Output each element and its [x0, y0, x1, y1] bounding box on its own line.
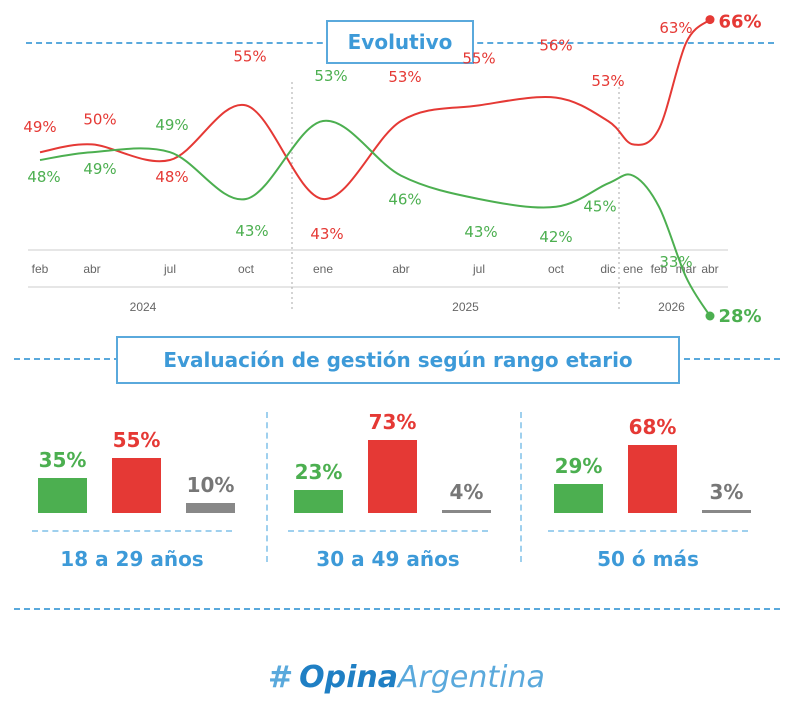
- opina-argentina-logo: # OpinaArgentina: [268, 660, 545, 695]
- group-underline: [288, 530, 488, 532]
- logo-opina: Opina: [299, 660, 399, 695]
- green-data-label: 48%: [27, 168, 60, 186]
- red-data-label: 55%: [233, 47, 266, 65]
- group-separator: [520, 412, 522, 562]
- month-tick-label: abr: [701, 262, 718, 276]
- red-series-line: [39, 18, 711, 201]
- group-underline: [32, 530, 232, 532]
- month-tick-label: ene: [313, 262, 333, 276]
- red-data-label: 49%: [23, 118, 56, 136]
- year-label: 2025: [452, 300, 479, 314]
- green-data-label: 42%: [539, 228, 572, 246]
- month-tick-label: ene: [623, 262, 643, 276]
- green-data-label: 33%: [659, 253, 692, 271]
- section2-title: Evaluación de gestión según rango etario: [116, 336, 680, 384]
- red-data-label: 53%: [591, 72, 624, 90]
- red-data-label: 48%: [155, 168, 188, 186]
- year-label: 2024: [130, 300, 157, 314]
- green-data-label: 49%: [83, 160, 116, 178]
- red-data-label: 50%: [83, 110, 116, 128]
- age-bar: [554, 484, 603, 513]
- age-bar-value-label: 10%: [186, 473, 235, 497]
- red-data-label: 63%: [659, 19, 692, 37]
- logo-argentina: Argentina: [398, 660, 545, 695]
- age-bar-value-label: 55%: [112, 428, 161, 452]
- age-bar: [702, 510, 751, 513]
- bottom-divider: [14, 608, 780, 610]
- green-data-label: 28%: [718, 306, 761, 327]
- month-tick-label: oct: [548, 262, 565, 276]
- age-bar: [186, 503, 235, 513]
- green-data-label: 45%: [583, 197, 616, 215]
- group-separator: [266, 412, 268, 562]
- section1-title: Evolutivo: [326, 20, 474, 64]
- month-tick-label: abr: [83, 262, 100, 276]
- year-label: 2026: [658, 300, 685, 314]
- red-end-marker: [705, 15, 715, 25]
- month-tick-label: feb: [32, 262, 49, 276]
- age-bar: [628, 445, 677, 513]
- age-bar: [294, 490, 343, 513]
- age-bar: [368, 440, 417, 513]
- age-bar: [442, 510, 491, 513]
- month-tick-label: jul: [472, 262, 485, 276]
- red-data-label: 53%: [388, 68, 421, 86]
- month-tick-label: jul: [163, 262, 176, 276]
- month-tick-label: dic: [600, 262, 615, 276]
- green-series-line: [39, 119, 711, 317]
- green-data-label: 49%: [155, 116, 188, 134]
- age-bar-value-label: 3%: [709, 480, 744, 504]
- green-data-label: 43%: [464, 223, 497, 241]
- month-tick-label: oct: [238, 262, 255, 276]
- age-bar: [112, 458, 161, 513]
- age-bar-value-label: 73%: [368, 410, 417, 434]
- month-tick-label: feb: [651, 262, 668, 276]
- green-data-label: 46%: [388, 191, 421, 209]
- red-data-label: 55%: [462, 49, 495, 67]
- age-group-label: 18 a 29 años: [60, 547, 204, 571]
- age-bar-value-label: 29%: [554, 454, 603, 478]
- evolution-line-chart: feb abr jul oct ene abr jul oct dic ene feb mar abr2…: [23, 12, 761, 327]
- green-data-label: 43%: [235, 222, 268, 240]
- age-bar-value-label: 4%: [449, 480, 484, 504]
- green-end-marker: [705, 311, 715, 321]
- age-bar-value-label: 68%: [628, 415, 677, 439]
- red-data-label: 66%: [718, 12, 761, 33]
- red-data-label: 56%: [539, 37, 572, 55]
- age-bar-value-label: 35%: [38, 448, 87, 472]
- age-bar: [38, 478, 87, 513]
- age-bar-value-label: 23%: [294, 460, 343, 484]
- age-group-label: 50 ó más: [597, 547, 699, 571]
- group-underline: [548, 530, 748, 532]
- month-tick-label: abr: [392, 262, 409, 276]
- red-data-label: 43%: [310, 225, 343, 243]
- hash-icon: #: [268, 660, 294, 695]
- green-data-label: 53%: [314, 67, 347, 85]
- age-group-label: 30 a 49 años: [316, 547, 460, 571]
